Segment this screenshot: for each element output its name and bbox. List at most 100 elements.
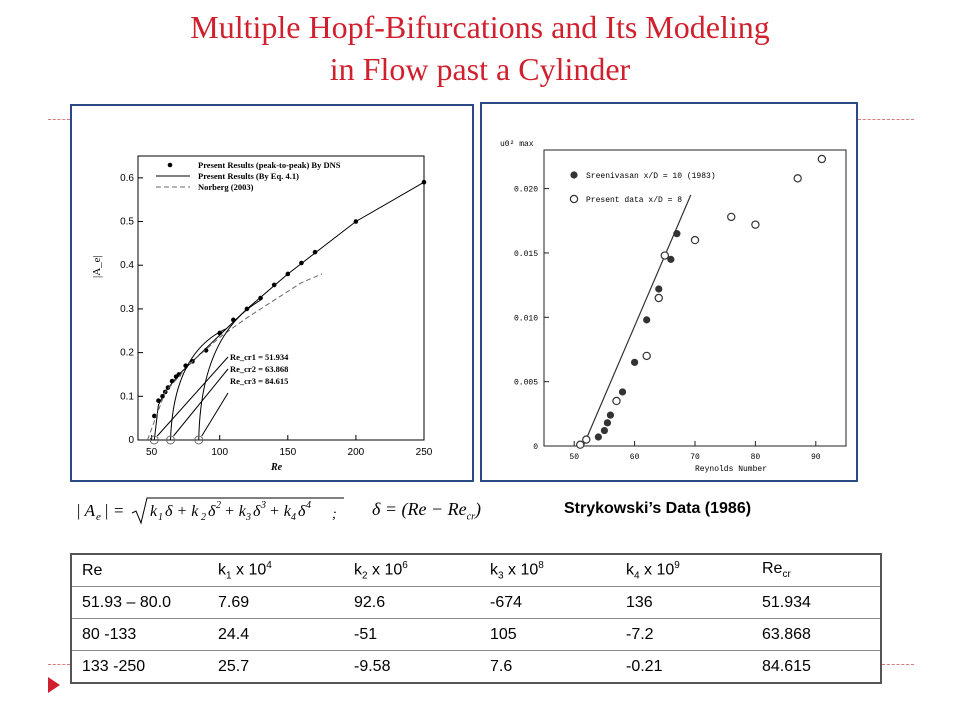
x-tick-label: 150 <box>279 447 296 458</box>
branch-line-3 <box>198 299 261 441</box>
svg-text:3: 3 <box>245 512 251 523</box>
delta-formula-sub: cr <box>466 511 475 523</box>
data-point-present <box>576 440 585 449</box>
header-k3-mid: x 10 <box>503 561 539 579</box>
amplitude-formula: | A e | = k 1 δ + k 2 δ 2 + k 3 δ 3 + k … <box>74 496 347 531</box>
header-k2: k2 x 106 <box>344 554 480 587</box>
svg-text:4: 4 <box>306 500 311 511</box>
header-k4-sub: 4 <box>634 570 640 582</box>
header-k1-sub: 1 <box>226 570 232 582</box>
y-tick-label: 0.2 <box>120 348 134 359</box>
series-line-eq41 <box>153 181 425 441</box>
svg-text:1: 1 <box>158 512 163 523</box>
data-point-sreenivasan <box>603 419 612 427</box>
header-k1-k: k <box>218 561 226 579</box>
legend-label: Norberg (2003) <box>198 182 254 192</box>
critical-re-annotation: Re_cr3 = 84.615 <box>230 376 288 386</box>
x-tick-label: 50 <box>146 447 158 458</box>
svg-text:δ: δ <box>208 503 216 520</box>
table-cell: 63.868 <box>752 618 881 651</box>
amplitude-chart: 50 100 150 200 250 0 0.1 0.2 0.3 0.4 0.5 0.6 Re |A_e|… <box>91 155 433 473</box>
y-tick-label: 0.4 <box>120 260 134 271</box>
table-row: 80 -133 24.4 -51 105 -7.2 63.868 <box>71 618 881 651</box>
data-point-sreenivasan <box>643 316 651 324</box>
y-tick-label: 0 <box>533 443 538 452</box>
x-tick-label: 90 <box>811 453 821 462</box>
table-cell: -7.2 <box>616 618 752 651</box>
annotation-arrow <box>201 392 229 437</box>
data-point-sreenivasan <box>618 388 627 396</box>
header-k2-sub: 2 <box>362 570 368 582</box>
data-point-present <box>582 435 591 444</box>
legend-label: Sreenivasan x/D = 10 (1983) <box>586 172 716 181</box>
header-k3-k: k <box>490 561 498 579</box>
title-line-1: Multiple Hopf-Bifurcations and Its Model… <box>190 9 770 45</box>
slide-title: Multiple Hopf-Bifurcations and Its Model… <box>0 6 960 90</box>
table-cell: 80 -133 <box>71 618 208 651</box>
x-tick-label: 200 <box>348 447 365 458</box>
data-point-sreenivasan <box>667 255 675 263</box>
legend-marker-open <box>569 194 579 204</box>
svg-text:δ: δ <box>298 503 306 520</box>
data-point-sreenivasan <box>600 426 608 435</box>
y-tick-label: 0.010 <box>514 314 538 323</box>
data-point-sreenivasan <box>594 433 602 441</box>
data-point-sreenivasan <box>655 285 663 293</box>
critical-point-marker <box>149 435 159 445</box>
header-k1-mid: x 10 <box>231 561 267 579</box>
data-point-sreenivasan <box>673 230 681 238</box>
x-tick-label: 250 <box>416 447 433 458</box>
x-axis-label: Re <box>270 462 283 473</box>
header-k2-sup: 6 <box>402 559 408 571</box>
y-axis-label: |A_e| <box>91 255 103 278</box>
dashed-rule-bottom-left <box>48 664 70 665</box>
critical-point-marker <box>194 435 204 445</box>
table-cell: 92.6 <box>344 586 480 619</box>
table-cell: 51.93 – 80.0 <box>71 586 208 619</box>
header-k1-sup: 4 <box>266 559 272 571</box>
table-cell: 136 <box>616 586 752 619</box>
x-tick-label: 50 <box>569 453 579 462</box>
y-tick-label: 0.015 <box>514 250 538 259</box>
y-tick-label: 0.1 <box>120 391 134 402</box>
delta-formula-text: δ = (Re − Re <box>372 499 467 519</box>
svg-text:δ: δ <box>253 503 261 520</box>
y-axis-label: u0² max <box>500 140 534 149</box>
strykowski-figure: 50 60 70 80 90 0 0.005 0.010 0.015 0.020 Reynolds … <box>480 102 858 482</box>
data-point-present <box>751 220 760 229</box>
data-point-sreenivasan <box>631 358 639 366</box>
data-point-present <box>727 212 736 222</box>
data-point-present <box>642 351 651 361</box>
annotation-arrow <box>156 356 229 437</box>
legend-label: Present Results (By Eq. 4.1) <box>198 171 299 181</box>
svg-text:k: k <box>150 503 158 520</box>
y-tick-label: 0.005 <box>514 379 538 388</box>
x-axis-label: Reynolds Number <box>695 465 767 474</box>
svg-text:;: ; <box>332 507 337 522</box>
y-tick-label: 0 <box>128 435 134 446</box>
svg-text:2: 2 <box>201 512 206 523</box>
svg-text:2: 2 <box>216 500 221 511</box>
data-point-present <box>793 174 802 183</box>
coefficient-table: Re k1 x 104 k2 x 106 k3 x 108 k4 x 109 R… <box>70 553 882 684</box>
data-point-present <box>690 235 700 245</box>
header-k2-k: k <box>354 561 362 579</box>
legend-marker-dns <box>167 162 173 168</box>
table-cell: 25.7 <box>218 657 250 675</box>
svg-text:3: 3 <box>260 500 266 511</box>
table-cell: -674 <box>480 586 616 619</box>
bullet-arrow-icon <box>48 677 60 693</box>
svg-text:+ k: + k <box>269 503 292 520</box>
critical-re-annotation: Re_cr2 = 63.868 <box>230 364 288 374</box>
trend-line <box>582 194 692 447</box>
header-k4-sup: 9 <box>674 559 680 571</box>
strykowski-caption: Strykowski’s Data (1986) <box>564 500 752 517</box>
table-cell: 105 <box>480 618 616 651</box>
delta-formula: δ = (Re − Recr) <box>372 499 481 523</box>
y-tick-label: 0.5 <box>120 217 134 228</box>
svg-text:e: e <box>96 511 101 523</box>
svg-text:| A: | A <box>76 501 96 520</box>
title-line-2: in Flow past a Cylinder <box>329 51 631 87</box>
table-cell: -9.58 <box>354 657 391 675</box>
table-row: 51.93 – 80.0 7.69 92.6 -674 136 51.934 <box>71 586 881 619</box>
